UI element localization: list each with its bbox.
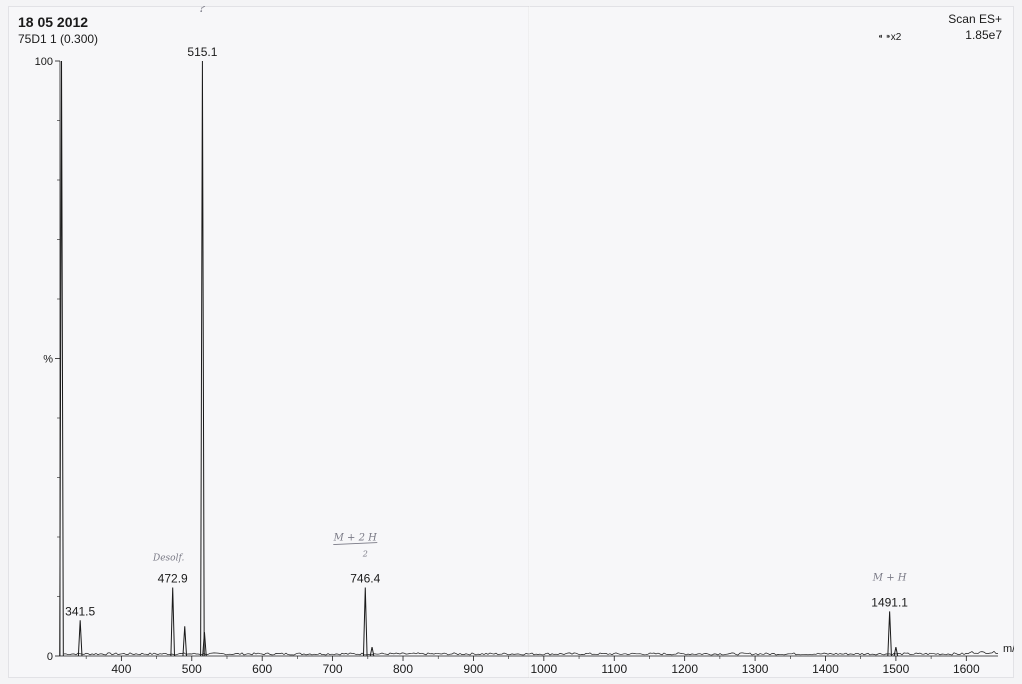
x-tick-label: 600: [252, 662, 272, 676]
sample-id: 75D1 1 (0.300): [18, 32, 99, 46]
spectrum-peak: [362, 587, 368, 657]
y-tick-label: 0: [47, 651, 53, 663]
x-tick-label: 900: [463, 662, 483, 676]
peak-label: 472.9: [158, 572, 188, 586]
peak-label: 746.4: [350, 572, 380, 586]
x-tick-label: 700: [323, 662, 343, 676]
x-tick-label: 1300: [742, 662, 769, 676]
mass-spectrum-chart: 100% 0 400 500 600 700 800 900 1000 1100 1200 1300 1…: [35, 6, 1014, 676]
baseline-noise: [63, 650, 999, 656]
acquisition-date: 18 05 2012: [18, 14, 89, 30]
peak-label: 1491.1: [871, 595, 908, 609]
x-tick-label: 1100: [601, 662, 627, 676]
x-tick-label: 1600: [953, 662, 980, 676]
handwritten-annotation: Desolf.: [152, 554, 184, 564]
spectrum-peak: [887, 611, 892, 657]
x-tick-label: 1500: [883, 662, 910, 676]
peak-label: 515.1: [187, 45, 217, 59]
scan-mode: Scan ES+: [948, 12, 1002, 26]
spectrum-peak: [893, 646, 899, 657]
y-tick-label: %: [43, 354, 53, 366]
x-axis-label: m/z: [1003, 643, 1014, 655]
spectrum-peak: [182, 626, 188, 657]
x-tick-label: 1200: [671, 662, 698, 676]
fraction-bar: [333, 542, 378, 545]
spectrum-peak: [170, 587, 176, 657]
base-peak-intensity: 1.85e7: [965, 28, 1002, 42]
handwritten-annotation: M + 2 H: [333, 533, 378, 544]
peak-label: 341.5: [65, 604, 95, 618]
y-tick-label: 100: [35, 56, 53, 68]
handwritten-annotation: ?: [199, 6, 207, 16]
x-tick-label: 1000: [530, 662, 557, 676]
x-tick-label: 400: [111, 662, 131, 676]
x-tick-label: 1400: [812, 662, 839, 676]
handwritten-annotation: M + H: [872, 572, 907, 583]
spectrum-peak: [369, 646, 375, 657]
paper-fold: [528, 6, 530, 678]
x-tick-label: 800: [393, 662, 413, 676]
spectrum-peak: [202, 632, 207, 657]
handwritten-annotation: 2: [362, 550, 368, 559]
spectrum-peak: [200, 60, 205, 657]
spectrum-peak: [77, 620, 83, 657]
x-tick-label: 500: [182, 662, 202, 676]
spectrum-printout: 18 05 2012 75D1 1 (0.300) Scan ES+ 1.85e…: [8, 6, 1014, 678]
zoom-indicator: ⁌ ⁍x2: [878, 32, 902, 43]
spectrum-peak: [59, 60, 64, 657]
